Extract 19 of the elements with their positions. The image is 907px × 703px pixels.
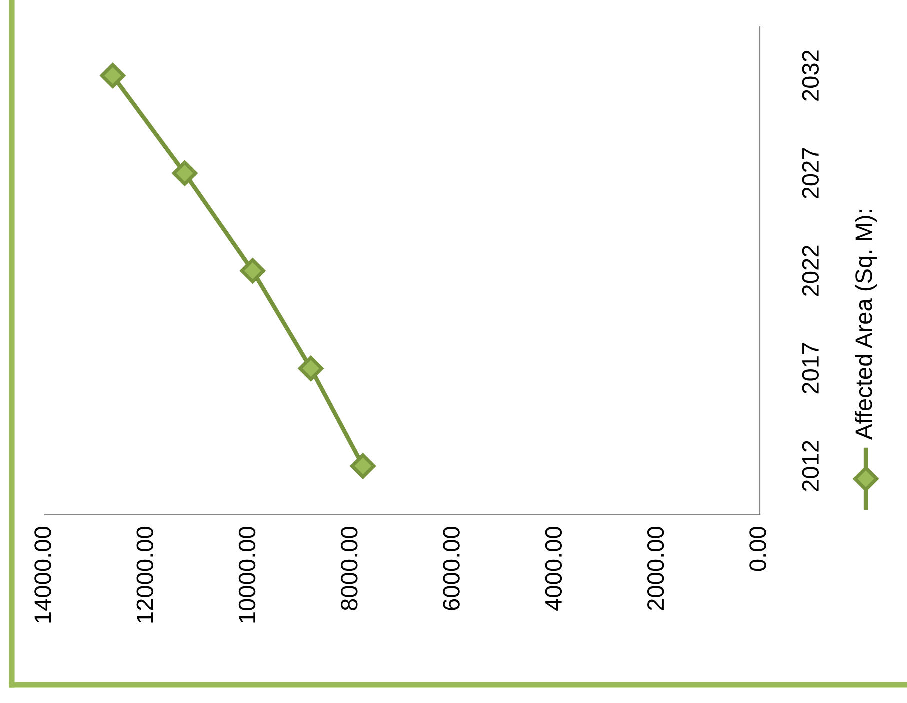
y-tick-label: 2022 (802, 246, 820, 296)
point (172, 160, 198, 186)
x-tick-label: 14000.00 (34, 527, 52, 623)
point (350, 454, 376, 479)
x-tick-label: 8000.00 (341, 527, 358, 610)
y-tick-label: 2027 (802, 148, 820, 198)
x-tick-label: 0.00 (750, 527, 766, 572)
x-tick-label: 6000.00 (443, 527, 460, 610)
point (298, 356, 324, 382)
y-tick-label: 2032 (802, 50, 820, 101)
text: Affected Area (Sq. M): (854, 210, 878, 440)
x-tick-label: 2000.00 (647, 527, 664, 610)
point (100, 63, 126, 88)
x-tick-label: 4000.00 (545, 527, 562, 611)
point (240, 258, 266, 284)
y-tick-label: 2017 (802, 344, 820, 394)
x-tick-label: 10000.00 (238, 527, 256, 623)
y-tick-label: 2012 (802, 441, 820, 492)
x-tick-label: 12000.00 (136, 527, 154, 623)
